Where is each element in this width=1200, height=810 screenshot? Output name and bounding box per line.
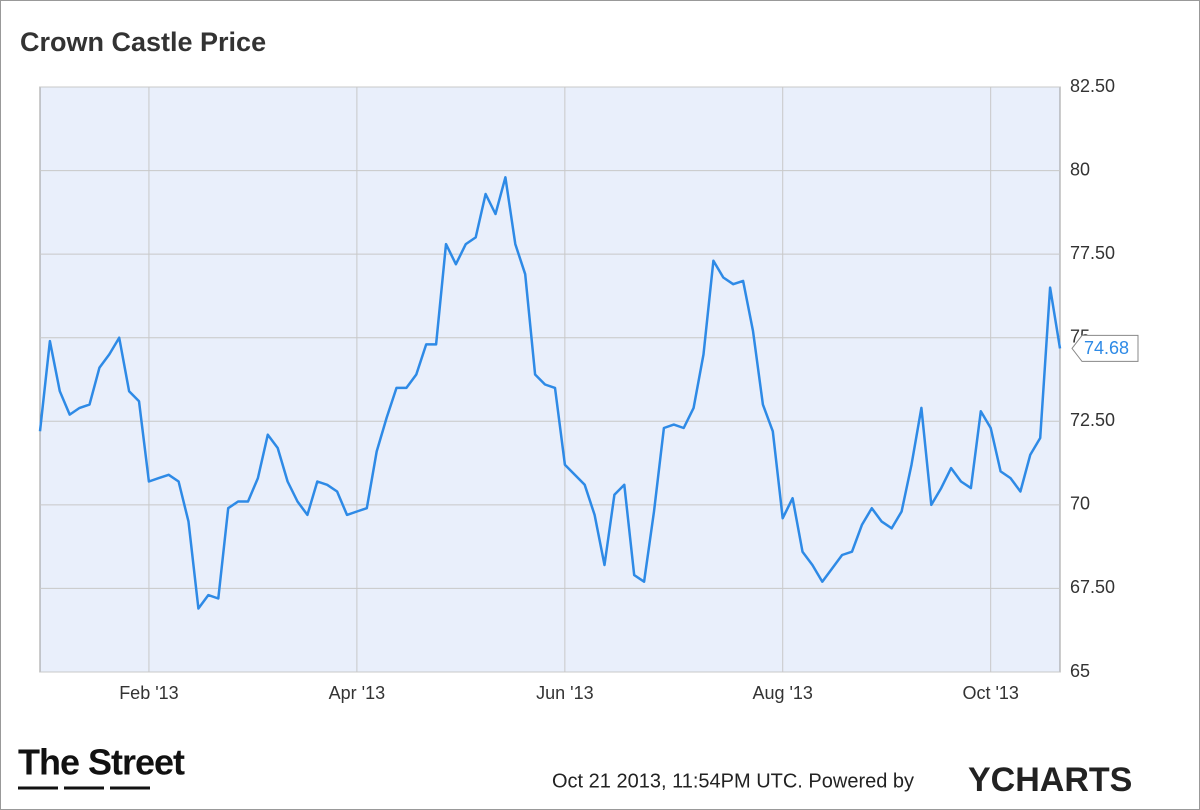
chart-title: Crown Castle Price bbox=[20, 27, 266, 57]
grid bbox=[40, 86, 1060, 673]
y-tick-label: 80 bbox=[1070, 159, 1090, 179]
timestamp: Oct 21 2013, 11:54PM UTC. Powered by bbox=[552, 770, 914, 792]
y-tick-label: 82.50 bbox=[1070, 76, 1115, 96]
y-tick-label: 67.50 bbox=[1070, 577, 1115, 597]
y-tick-label: 65 bbox=[1070, 661, 1090, 681]
provider-logo: YCHARTS bbox=[968, 761, 1132, 799]
plot-area bbox=[39, 86, 1061, 673]
last-value-label: 74.68 bbox=[1084, 338, 1129, 358]
x-tick-label: Oct '13 bbox=[962, 683, 1018, 703]
price-line bbox=[38, 176, 1062, 610]
x-tick-label: Jun '13 bbox=[536, 683, 593, 703]
y-tick-label: 77.50 bbox=[1070, 243, 1115, 263]
marks bbox=[38, 176, 1062, 610]
brand-logo: The Street bbox=[18, 742, 185, 783]
last-value-callout bbox=[1071, 334, 1139, 362]
y-tick-label: 70 bbox=[1070, 494, 1090, 514]
x-tick-label: Apr '13 bbox=[329, 683, 385, 703]
x-tick-label: Feb '13 bbox=[119, 683, 178, 703]
x-tick-label: Aug '13 bbox=[752, 683, 813, 703]
y-tick-label: 72.50 bbox=[1070, 410, 1115, 430]
